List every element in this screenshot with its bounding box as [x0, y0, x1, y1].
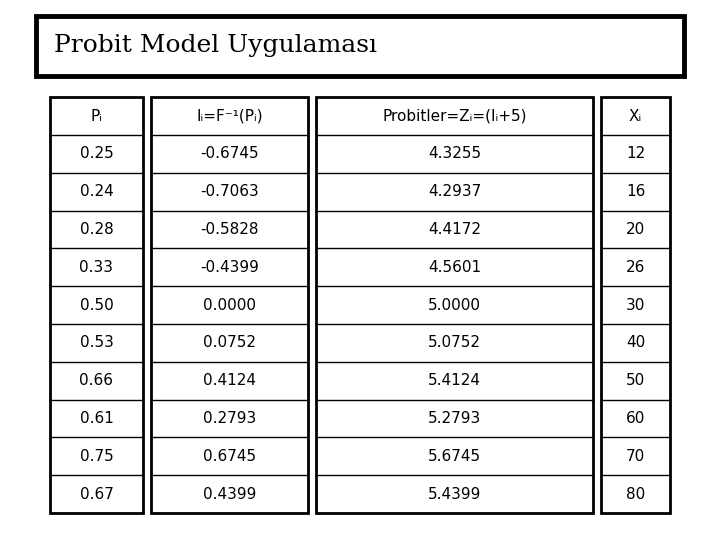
Text: 0.4124: 0.4124: [203, 373, 256, 388]
Text: 4.3255: 4.3255: [428, 146, 481, 161]
Text: 0.0000: 0.0000: [203, 298, 256, 313]
Text: 5.0000: 5.0000: [428, 298, 481, 313]
Text: 70: 70: [626, 449, 645, 464]
Text: 0.75: 0.75: [80, 449, 113, 464]
Text: 0.6745: 0.6745: [203, 449, 256, 464]
Text: 16: 16: [626, 184, 645, 199]
Text: 0.33: 0.33: [79, 260, 114, 275]
Text: 20: 20: [626, 222, 645, 237]
Text: 50: 50: [626, 373, 645, 388]
Text: 60: 60: [626, 411, 645, 426]
Text: 0.61: 0.61: [80, 411, 114, 426]
Text: -0.5828: -0.5828: [200, 222, 258, 237]
Text: Xᵢ: Xᵢ: [629, 109, 642, 124]
Text: 0.25: 0.25: [80, 146, 113, 161]
Text: 5.4399: 5.4399: [428, 487, 481, 502]
Text: -0.4399: -0.4399: [200, 260, 259, 275]
Text: -0.6745: -0.6745: [200, 146, 258, 161]
Text: 0.50: 0.50: [80, 298, 113, 313]
Text: 26: 26: [626, 260, 645, 275]
Text: 12: 12: [626, 146, 645, 161]
Text: 40: 40: [626, 335, 645, 350]
Text: 5.2793: 5.2793: [428, 411, 481, 426]
Text: -0.7063: -0.7063: [200, 184, 258, 199]
Text: 0.53: 0.53: [80, 335, 114, 350]
Text: 80: 80: [626, 487, 645, 502]
Text: 0.66: 0.66: [79, 373, 114, 388]
Text: 4.4172: 4.4172: [428, 222, 481, 237]
Text: 0.0752: 0.0752: [203, 335, 256, 350]
Text: 5.4124: 5.4124: [428, 373, 481, 388]
Text: 4.5601: 4.5601: [428, 260, 481, 275]
Text: Probit Model Uygulaması: Probit Model Uygulaması: [54, 35, 377, 57]
Text: 0.4399: 0.4399: [203, 487, 256, 502]
Text: 0.67: 0.67: [80, 487, 114, 502]
Text: 5.0752: 5.0752: [428, 335, 481, 350]
Text: Probitler=Zᵢ=(Iᵢ+5): Probitler=Zᵢ=(Iᵢ+5): [382, 109, 527, 124]
Text: 0.2793: 0.2793: [203, 411, 256, 426]
Text: 4.2937: 4.2937: [428, 184, 481, 199]
Text: 0.28: 0.28: [80, 222, 113, 237]
Text: 0.24: 0.24: [80, 184, 113, 199]
Text: 30: 30: [626, 298, 645, 313]
Text: Pᵢ: Pᵢ: [91, 109, 102, 124]
Text: 5.6745: 5.6745: [428, 449, 481, 464]
Text: Iᵢ=F⁻¹(Pᵢ): Iᵢ=F⁻¹(Pᵢ): [196, 109, 263, 124]
